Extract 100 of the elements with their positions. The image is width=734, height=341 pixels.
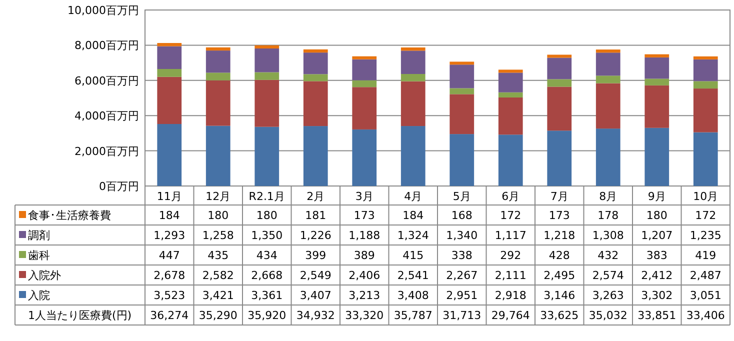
y-tick-label: 8,000百万円 (74, 39, 139, 52)
bar (693, 132, 718, 186)
bar (254, 72, 280, 80)
text: 33,625 (540, 309, 579, 322)
data-label: 383 (646, 249, 668, 262)
data-label: 415 (402, 249, 424, 262)
data-label: 172 (695, 209, 716, 222)
text: 35,787 (394, 309, 432, 322)
bar (547, 58, 572, 80)
data-label: 1,117 (494, 229, 526, 242)
data-label: 292 (500, 249, 522, 262)
data-label: 2,487 (690, 269, 722, 282)
text: 35,290 (198, 309, 238, 322)
bar (498, 92, 523, 98)
data-label: 2,267 (446, 269, 478, 282)
bar (400, 47, 426, 51)
data-label: 180 (256, 209, 278, 222)
text: 31,713 (442, 309, 482, 322)
bar (547, 54, 572, 58)
bar (157, 68, 182, 77)
text: 35,032 (588, 309, 628, 322)
data-label: 181 (305, 209, 326, 222)
data-label: 2,918 (494, 289, 526, 302)
bar (303, 74, 328, 82)
bar (352, 80, 377, 88)
bar (400, 50, 426, 74)
data-label: 2,574 (592, 269, 624, 282)
data-label: 2,951 (446, 289, 478, 302)
data-label: 1,308 (592, 229, 624, 242)
bar (693, 88, 718, 132)
text: 33,851 (638, 309, 676, 322)
bar (352, 129, 377, 186)
bar (498, 70, 523, 73)
data-label: 3,407 (300, 289, 332, 302)
data-label: 178 (598, 209, 619, 222)
bar (400, 81, 426, 126)
bar (693, 59, 718, 82)
text: 34,932 (296, 309, 335, 322)
bar (303, 81, 328, 126)
data-label: 1,324 (397, 229, 429, 242)
data-label: 180 (208, 209, 229, 222)
text: 29,764 (491, 309, 530, 322)
bar (157, 43, 182, 46)
data-label: 1,188 (348, 229, 380, 242)
data-label: 1,218 (544, 229, 576, 242)
bar (644, 128, 670, 186)
data-label: 428 (548, 249, 570, 262)
x-tick-label: 12月 (206, 190, 231, 203)
bar (596, 83, 620, 129)
bar (157, 124, 182, 186)
y-tick-label: 4,000百万円 (74, 110, 139, 123)
bar (254, 48, 280, 72)
data-label: 2,111 (494, 269, 526, 282)
data-label: 3,051 (690, 289, 722, 302)
x-tick-label: 9月 (648, 190, 666, 203)
data-label: 3,263 (592, 289, 624, 302)
data-label: 338 (451, 249, 472, 262)
bar (644, 57, 670, 79)
x-tick-label: 3月 (355, 190, 374, 203)
text: 33,406 (686, 309, 725, 322)
data-label: 3,146 (544, 289, 576, 302)
data-label: 2,549 (300, 269, 332, 282)
data-label: 1,293 (154, 229, 186, 242)
bar (644, 54, 670, 58)
data-label: 432 (598, 249, 619, 262)
y-tick-label: 6,000百万円 (74, 74, 139, 88)
bar (206, 126, 230, 186)
data-label: 173 (354, 209, 375, 222)
bar (596, 128, 620, 186)
data-label: 1,226 (300, 229, 332, 242)
data-label: 2,406 (348, 269, 380, 282)
y-tick-label: 10,000百万円 (68, 4, 139, 17)
data-label: 1,258 (202, 229, 234, 242)
x-tick-label: 7月 (550, 190, 568, 203)
bar (547, 86, 572, 131)
x-tick-label: 10月 (693, 190, 718, 203)
data-label: 184 (158, 209, 180, 222)
bar (206, 47, 230, 51)
x-tick-label: 11月 (156, 190, 182, 203)
bar (498, 134, 523, 186)
legend-label: 調剤 (28, 229, 50, 242)
data-label: 1,207 (641, 229, 673, 242)
bar (450, 94, 474, 134)
bar (400, 126, 426, 186)
data-label: 1,340 (446, 229, 478, 242)
data-label: 435 (208, 249, 229, 262)
bar (206, 72, 230, 80)
data-label: 3,361 (251, 289, 283, 302)
bar (693, 56, 718, 60)
data-label: 2,541 (397, 269, 429, 282)
bar (498, 97, 523, 135)
bar (157, 76, 182, 124)
data-label: 3,302 (641, 289, 673, 302)
bar (352, 59, 377, 80)
x-tick-label: 4月 (404, 190, 422, 203)
bar (206, 50, 230, 73)
text: 36,274 (150, 309, 189, 322)
bar (157, 46, 182, 69)
text: 33,320 (345, 309, 384, 322)
data-label: 184 (402, 209, 424, 222)
